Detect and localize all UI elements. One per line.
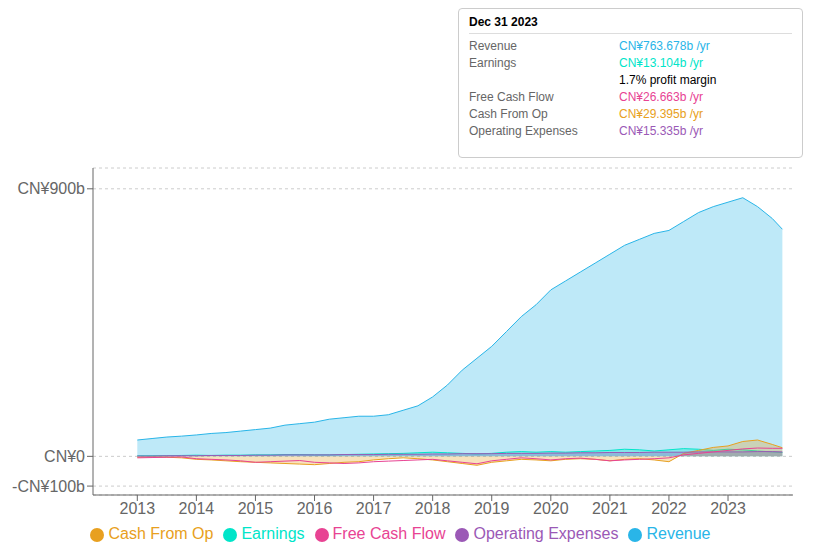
svg-text:2013: 2013 bbox=[120, 500, 156, 517]
svg-text:CN¥900b: CN¥900b bbox=[17, 180, 85, 197]
svg-text:2022: 2022 bbox=[651, 500, 687, 517]
html-text:Operating Expenses: Operating Expenses bbox=[473, 525, 619, 542]
html-text:Earnings: Earnings bbox=[241, 525, 305, 542]
html-text:Earnings: Earnings bbox=[469, 56, 517, 70]
html-text:Dec 31 2023: Dec 31 2023 bbox=[469, 15, 538, 29]
svg-text:2018: 2018 bbox=[415, 500, 451, 517]
html-text:Free Cash Flow: Free Cash Flow bbox=[332, 525, 446, 542]
svg-text:2016: 2016 bbox=[297, 500, 333, 517]
svg-text:2023: 2023 bbox=[710, 500, 746, 517]
svg-text:2017: 2017 bbox=[356, 500, 392, 517]
html-text:Cash From Op: Cash From Op bbox=[108, 525, 214, 542]
svg-text:2021: 2021 bbox=[592, 500, 628, 517]
html-text:CN¥29.395b /yr: CN¥29.395b /yr bbox=[619, 107, 703, 121]
html-text:CN¥26.663b /yr: CN¥26.663b /yr bbox=[619, 90, 703, 104]
html-text:CN¥15.335b /yr: CN¥15.335b /yr bbox=[619, 124, 703, 138]
svg-text:2014: 2014 bbox=[179, 500, 215, 517]
svg-text:2015: 2015 bbox=[238, 500, 274, 517]
svg-text:CN¥0: CN¥0 bbox=[44, 448, 85, 465]
svg-text:2019: 2019 bbox=[474, 500, 510, 517]
svg-text:-CN¥100b: -CN¥100b bbox=[12, 478, 85, 495]
html-text:Revenue: Revenue bbox=[646, 525, 711, 542]
html-text:CN¥13.104b /yr: CN¥13.104b /yr bbox=[619, 56, 703, 70]
html-text:Revenue: Revenue bbox=[469, 39, 517, 53]
svg-text:2020: 2020 bbox=[533, 500, 569, 517]
html-text:Free Cash Flow: Free Cash Flow bbox=[469, 90, 554, 104]
html-text:CN¥763.678b /yr: CN¥763.678b /yr bbox=[619, 39, 710, 53]
html-text:Cash From Op: Cash From Op bbox=[469, 107, 548, 121]
html-text:Operating Expenses: Operating Expenses bbox=[469, 124, 578, 138]
html-text:1.7% profit margin: 1.7% profit margin bbox=[619, 73, 717, 87]
